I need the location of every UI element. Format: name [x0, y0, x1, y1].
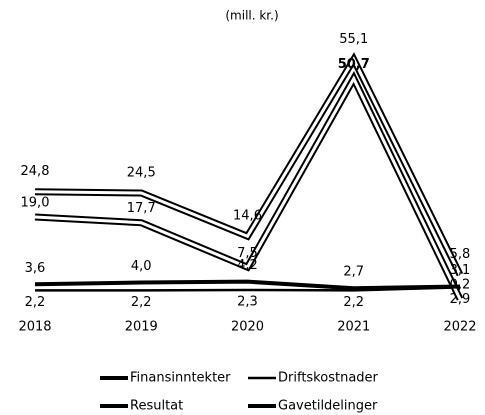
series-line [34, 279, 461, 291]
legend-label: Driftskostnader [278, 371, 379, 386]
data-label: 24,5 [127, 166, 156, 181]
data-label: 19,0 [21, 196, 50, 211]
data-label: 2,2 [131, 295, 152, 310]
chart-subtitle: (mill. kr.) [225, 9, 278, 23]
data-label: 2,2 [25, 295, 46, 310]
data-label: 5,8 [450, 247, 471, 262]
data-label: 55,1 [339, 32, 368, 47]
x-tick-label: 2022 [443, 320, 476, 335]
data-label: 3,1 [450, 263, 471, 278]
data-label: 0,2 [450, 278, 471, 293]
x-tick-label: 2020 [231, 320, 264, 335]
legend-label: Gavetildelinger [278, 399, 378, 414]
data-label: 4,0 [131, 259, 152, 274]
data-label: 7,5 [237, 246, 258, 261]
data-label: 14,6 [233, 209, 262, 224]
x-tick-label: 2019 [125, 320, 158, 335]
series-line [34, 56, 462, 276]
series-line [34, 75, 462, 300]
data-label: 3,6 [25, 261, 46, 276]
data-label: 24,8 [21, 164, 50, 179]
data-label: 2,2 [343, 295, 364, 310]
legend-label: Resultat [130, 399, 183, 414]
data-label: 2,3 [237, 294, 258, 309]
x-tick-label: 2021 [337, 320, 370, 335]
legend-label: Finansinntekter [130, 371, 231, 386]
data-label: 4,2 [237, 258, 258, 273]
data-label: 50,7 [338, 57, 370, 72]
data-label: 17,7 [127, 201, 156, 216]
data-label: 2,7 [343, 265, 364, 280]
x-tick-label: 2018 [18, 320, 51, 335]
